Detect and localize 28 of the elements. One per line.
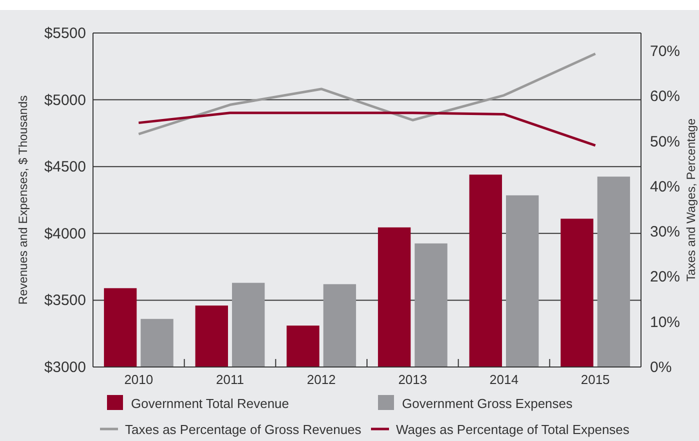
y-tick-label: $3500 — [44, 292, 86, 310]
legend-label: Wages as Percentage of Total Expenses — [396, 422, 630, 437]
x-tick-label: 2014 — [490, 372, 518, 387]
x-tick-label: 2012 — [306, 372, 336, 387]
y2-tick-label: 10% — [650, 314, 680, 331]
legend-label: Government Gross Expenses — [402, 396, 574, 411]
y2-tick-label: 20% — [650, 268, 680, 286]
x-tick-label: 2010 — [124, 372, 154, 387]
x-tick-label: 2011 — [216, 372, 244, 387]
y-axis-title: Revenues and Expenses, $ Thousands — [16, 95, 30, 305]
x-tick-label: 2013 — [398, 372, 428, 387]
legend-label: Taxes as Percentage of Gross Revenues — [125, 422, 362, 437]
y-tick-label: $5000 — [44, 92, 86, 109]
y-tick-label: $3000 — [44, 359, 86, 376]
line-series — [137, 52, 597, 136]
legend-label: Government Total Revenue — [131, 396, 290, 411]
y2-tick-label: 40% — [650, 178, 680, 196]
y2-tick-label: 30% — [650, 224, 680, 241]
y-tick-label: $4500 — [44, 158, 86, 176]
x-tick-label: 2015 — [580, 372, 610, 387]
y2-tick-label: 0% — [650, 359, 672, 376]
y2-tick-label: 50% — [650, 133, 680, 150]
y-tick-label: $4000 — [44, 225, 86, 242]
y-tick-label: $5500 — [44, 25, 86, 42]
y2-tick-label: 60% — [650, 88, 680, 106]
y2-axis-title: Taxes and Wages, Percentage — [684, 118, 698, 282]
y2-tick-label: 70% — [650, 43, 680, 60]
line-series — [137, 112, 597, 147]
